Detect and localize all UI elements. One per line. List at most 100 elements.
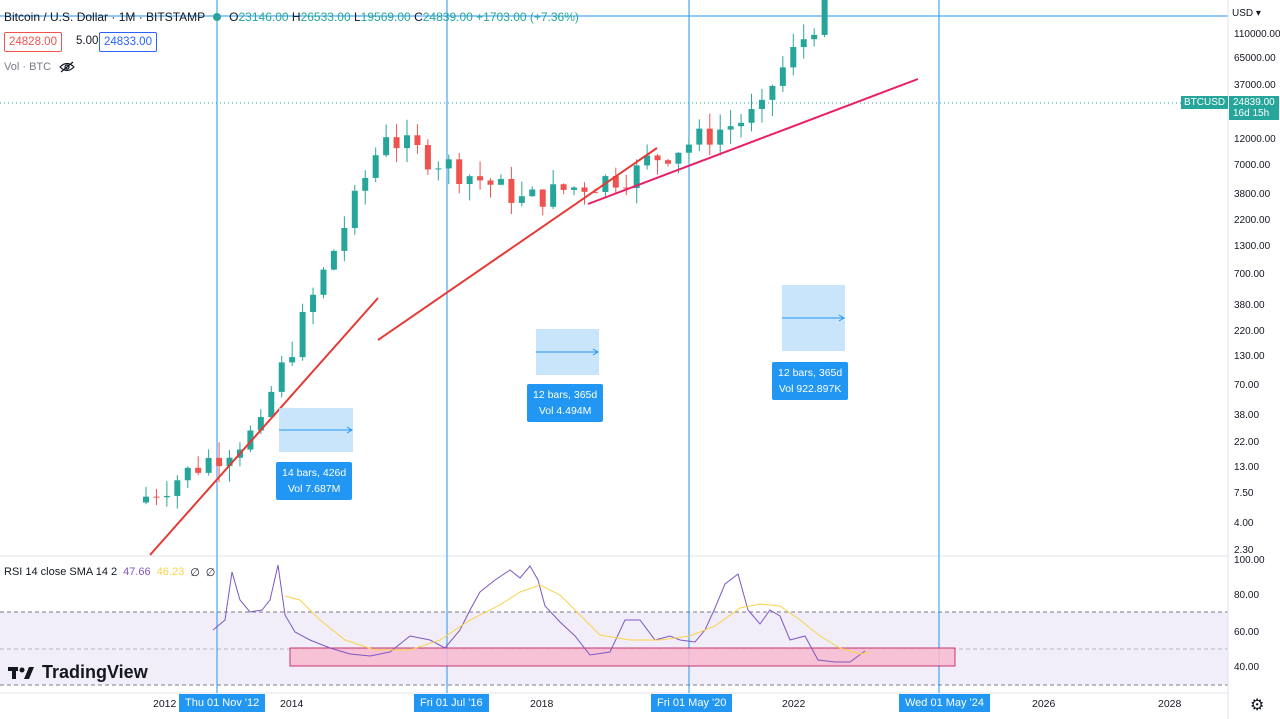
volume-legend: Vol · BTC xyxy=(4,61,75,73)
candle xyxy=(310,287,317,325)
currency-selector[interactable]: USD ▾ xyxy=(1232,8,1261,19)
candle xyxy=(717,114,724,156)
candle xyxy=(278,356,285,398)
spread-value: 5.00 xyxy=(76,35,99,47)
candle-body xyxy=(184,467,191,481)
candle xyxy=(393,124,400,163)
measure-volume: Vol 922.897K xyxy=(778,383,842,395)
measure-box-3 xyxy=(782,285,845,351)
candle xyxy=(821,0,828,38)
price-tick-label: 38.00 xyxy=(1234,410,1259,421)
time-tick-label: 2026 xyxy=(1032,698,1056,710)
candle xyxy=(445,154,452,185)
measure-tooltip-1[interactable]: 14 bars, 426d Vol 7.687M xyxy=(276,462,353,500)
candle-body xyxy=(738,122,745,127)
measure-volume: Vol 7.687M xyxy=(287,483,341,495)
candle-body xyxy=(487,180,494,185)
candle-body xyxy=(748,108,755,123)
time-tick-label: 2022 xyxy=(782,698,806,710)
measure-tooltip-2[interactable]: 12 bars, 365d Vol 4.494M xyxy=(527,384,604,422)
measure-bars: 12 bars, 365d xyxy=(778,367,843,379)
candle-body xyxy=(341,227,348,251)
close-value: 24839.00 xyxy=(422,10,473,24)
candle xyxy=(508,166,515,215)
time-axis: 2012 2014 2018 2022 2026 2028 xyxy=(153,698,1182,710)
rsi-tick-label: 60.00 xyxy=(1234,627,1259,638)
candle xyxy=(320,267,327,299)
symbol-title[interactable]: Bitcoin / U.S. Dollar · 1M · BITSTAMP xyxy=(4,10,206,24)
candle-body xyxy=(529,189,536,197)
candle-body xyxy=(518,196,525,203)
candle-body xyxy=(445,159,452,169)
candle-body xyxy=(320,269,327,295)
candle xyxy=(550,170,557,209)
measure-tooltip-3[interactable]: 12 bars, 365d Vol 922.897K xyxy=(772,362,849,400)
time-tag-4: Wed 01 May '24 xyxy=(899,694,990,712)
price-tick-label: 1300.00 xyxy=(1234,241,1271,252)
candle xyxy=(811,28,818,47)
price-tick-label: 7000.00 xyxy=(1234,160,1271,171)
candle-body xyxy=(153,496,160,498)
candle-body xyxy=(404,135,410,149)
candle-body xyxy=(216,457,223,467)
time-tick-label: 2014 xyxy=(280,698,304,710)
candle-body xyxy=(612,176,619,188)
candle xyxy=(696,119,703,152)
rsi-na-1: ∅ xyxy=(190,567,200,579)
candle xyxy=(195,456,202,476)
time-tag-1: Thu 01 Nov '12 xyxy=(179,694,266,712)
volume-label: Vol · BTC xyxy=(4,61,52,73)
candle-body xyxy=(289,357,296,363)
trendline-1 xyxy=(149,297,379,556)
open-value: 23146.00 xyxy=(238,10,289,24)
price-tick-label: 110000.00 xyxy=(1234,29,1280,40)
price-tick-label: 37000.00 xyxy=(1234,80,1276,91)
candle-body xyxy=(571,187,578,190)
candle xyxy=(466,174,473,201)
measure-bars: 14 bars, 426d xyxy=(282,467,347,479)
price-tick-label: 220.00 xyxy=(1234,326,1265,337)
candle-body xyxy=(790,47,797,68)
symbol-header: Bitcoin / U.S. Dollar · 1M · BITSTAMP O2… xyxy=(4,10,579,24)
last-price-tag: 24839.00 16d 15h xyxy=(1229,96,1279,120)
rsi-title[interactable]: RSI 14 close SMA 14 2 xyxy=(4,566,118,578)
candle xyxy=(299,303,306,361)
candle xyxy=(518,181,525,207)
candle-body xyxy=(310,294,317,312)
market-status-icon xyxy=(213,13,222,21)
rsi-zone-box xyxy=(289,647,956,667)
bar-countdown: 16d 15h xyxy=(1233,108,1270,119)
candle-body xyxy=(644,155,651,166)
chart-background xyxy=(0,0,1228,719)
tradingview-logo[interactable]: TradingView xyxy=(8,662,148,683)
candle xyxy=(289,341,296,367)
candle-body xyxy=(706,128,713,145)
candle xyxy=(571,186,578,196)
candle-body xyxy=(727,126,734,130)
candle-body xyxy=(257,417,264,431)
candle-body xyxy=(383,137,390,156)
candle-body xyxy=(362,177,369,191)
candle xyxy=(184,466,191,489)
price-tick-label: 4.00 xyxy=(1234,518,1254,529)
candle xyxy=(362,170,369,205)
measure-arrowhead xyxy=(838,314,845,322)
candles-group xyxy=(143,0,828,509)
buy-price-button[interactable]: 24833.00 xyxy=(99,32,157,52)
eye-off-icon[interactable] xyxy=(59,61,75,73)
candle xyxy=(748,93,755,132)
ohlc-values: O23146.00 H26533.00 L19569.00 C24839.00 … xyxy=(229,10,579,24)
gear-icon[interactable]: ⚙ xyxy=(1250,697,1265,714)
candle-body xyxy=(414,135,421,146)
sell-price-button[interactable]: 24828.00 xyxy=(4,32,62,52)
candle xyxy=(153,488,160,506)
candle-body xyxy=(675,152,682,164)
candle-body xyxy=(779,67,786,86)
price-tick-label: 22.00 xyxy=(1234,437,1259,448)
time-tag-2: Fri 01 Jul '16 xyxy=(414,694,489,712)
candle xyxy=(163,481,170,507)
candle-body xyxy=(821,0,828,35)
rsi-tick-label: 100.00 xyxy=(1234,555,1265,566)
candle-body xyxy=(581,187,588,192)
